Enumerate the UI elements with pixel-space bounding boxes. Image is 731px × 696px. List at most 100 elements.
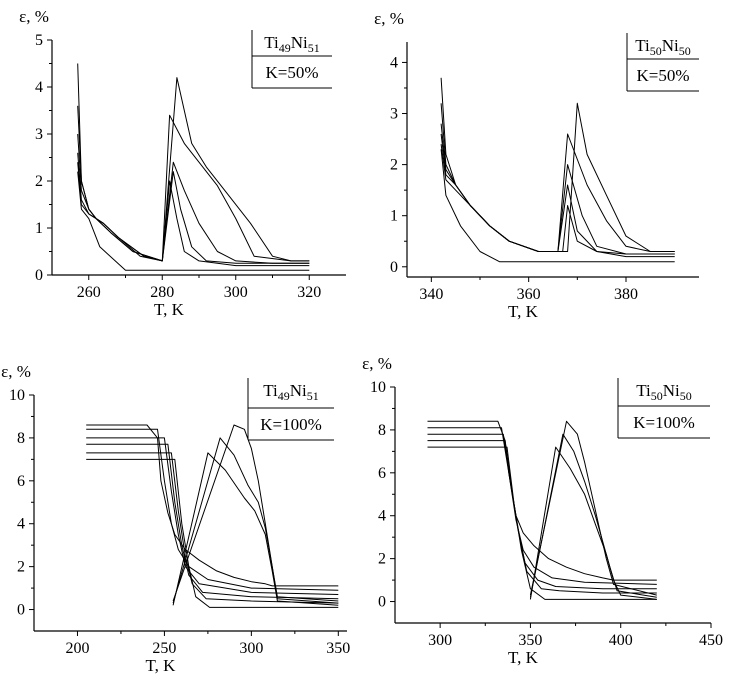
x-tick-label: 250	[152, 640, 176, 657]
series-line-1	[427, 420, 657, 581]
series-line-1	[86, 424, 339, 587]
legend-condition: K=100%	[260, 415, 322, 434]
series-line-5	[427, 446, 657, 600]
chart-svg: 0 2 4 6 8 10 300 350 400 450 ε, % T, K Ti50Ni50 K=100…	[362, 354, 723, 667]
legend-element: Ti	[264, 33, 279, 52]
x-tick-label: 350	[518, 632, 542, 649]
y-tick-label: 0	[390, 259, 398, 276]
y-axis-label: ε, %	[362, 354, 392, 373]
y-tick-label: 4	[390, 54, 398, 71]
y-tick-label: 2	[378, 551, 386, 568]
x-tick-label: 260	[77, 284, 101, 301]
legend-element: Ti	[636, 381, 651, 400]
legend-composition: Ti49Ni51	[264, 33, 320, 55]
y-tick-label: 6	[378, 465, 386, 482]
y-axis-label: ε, %	[1, 362, 31, 381]
y-tick-label: 10	[370, 379, 386, 396]
x-tick-label: 300	[428, 632, 452, 649]
x-tick-label: 320	[297, 284, 321, 301]
chart-panel-ti49ni51-k50: 0 1 2 3 4 5 260 280 300 320 ε, % T, K Ti49Ni51 K=50%	[0, 0, 365, 345]
x-axis-label: T, K	[146, 656, 177, 675]
y-tick-label: 3	[35, 126, 43, 143]
x-tick-label: 350	[326, 640, 350, 657]
legend: Ti49Ni51 K=50%	[251, 30, 332, 89]
y-tick-label: 2	[35, 173, 43, 190]
y-tick-label: 0	[378, 594, 386, 611]
series-line-2	[440, 103, 675, 252]
x-tick-label: 300	[239, 640, 263, 657]
legend-condition: K=50%	[636, 66, 689, 85]
y-tick-label: 4	[35, 79, 43, 96]
legend-composition: Ti50Ni50	[636, 381, 692, 403]
y-tick-label: 5	[35, 32, 43, 49]
series-line-2	[86, 428, 339, 591]
chart-svg: 0 2 4 6 8 10 200 250 300 350 ε, % T, K Ti49Ni51 K=100…	[1, 362, 350, 675]
legend: Ti50Ni50 K=100%	[617, 378, 710, 439]
series-line-6	[440, 149, 675, 263]
x-tick-label: 360	[517, 286, 541, 303]
series-line-5	[440, 144, 675, 258]
legend-element: Ni	[290, 381, 307, 400]
x-tick-label: 450	[699, 632, 723, 649]
legend-condition: K=100%	[633, 413, 695, 432]
x-tick-label: 200	[65, 640, 89, 657]
y-tick-label: 4	[17, 516, 25, 533]
legend-subscript: 49	[278, 389, 290, 403]
series-line-6	[86, 458, 339, 608]
series-line-6	[529, 420, 657, 596]
y-tick-label: 6	[17, 473, 25, 490]
legend: Ti49Ni51 K=100%	[247, 378, 334, 441]
x-axis-label: T, K	[154, 300, 185, 319]
series-line-4	[427, 440, 657, 594]
legend-subscript: 50	[650, 44, 662, 58]
series-line-8	[172, 437, 339, 604]
series-line-3	[86, 437, 339, 595]
legend-element: Ti	[635, 36, 650, 55]
legend-subscript: 50	[679, 44, 691, 58]
legend-subscript: 51	[308, 41, 320, 55]
y-tick-label: 10	[9, 387, 25, 404]
y-tick-label: 4	[378, 508, 386, 525]
series-line-1	[440, 77, 675, 252]
legend-element: Ti	[263, 381, 278, 400]
series-line-4	[440, 133, 675, 255]
series-line-5	[77, 162, 310, 267]
chart-panel-ti50ni50-k100: 0 2 4 6 8 10 300 350 400 450 ε, % T, K Ti50Ni50 K=100…	[362, 345, 731, 691]
y-axis-label: ε, %	[374, 9, 404, 28]
series-line-5	[86, 452, 339, 604]
legend-condition: K=50%	[265, 63, 318, 82]
y-tick-label: 8	[378, 422, 386, 439]
series-line-8	[529, 446, 657, 600]
series-line-2	[427, 427, 657, 585]
x-tick-label: 380	[614, 286, 638, 303]
y-tick-label: 0	[17, 602, 25, 619]
legend-subscript: 50	[651, 389, 663, 403]
legend-composition: Ti50Ni50	[635, 36, 691, 58]
x-tick-label: 300	[224, 284, 248, 301]
series-line-7	[529, 433, 657, 598]
legend-element: Ni	[291, 33, 308, 52]
chart-svg: 0 1 2 3 4 5 260 280 300 320 ε, % T, K Ti49Ni51 K=50%	[19, 7, 346, 319]
legend-subscript: 51	[307, 389, 319, 403]
series-line-2	[77, 105, 310, 262]
series-line-4	[77, 152, 310, 264]
y-tick-label: 3	[390, 106, 398, 123]
series-line-3	[77, 133, 310, 264]
y-tick-label: 2	[17, 559, 25, 576]
legend-subscript: 49	[279, 41, 291, 55]
legend-subscript: 50	[680, 389, 692, 403]
series-line-9	[172, 452, 339, 606]
y-axis-label: ε, %	[19, 7, 49, 26]
x-axis-label: T, K	[508, 648, 539, 667]
x-tick-label: 400	[609, 632, 633, 649]
y-tick-label: 1	[390, 208, 398, 225]
y-tick-label: 2	[390, 157, 398, 174]
legend-element: Ni	[662, 36, 679, 55]
series-line-4	[86, 443, 339, 600]
series-line-3	[427, 433, 657, 590]
chart-panel-ti50ni50-k50: 0 1 2 3 4 340 360 380 ε, % T, K Ti50Ni50 K=50%	[365, 0, 731, 345]
chart-panel-ti49ni51-k100: 0 2 4 6 8 10 200 250 300 350 ε, % T, K Ti49Ni51 K=100…	[0, 345, 365, 691]
series-line-6	[77, 171, 310, 271]
